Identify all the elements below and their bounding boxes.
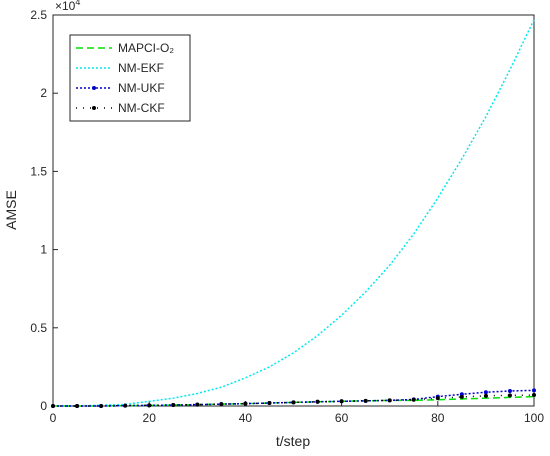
series-marker: [243, 401, 248, 406]
series-marker: [459, 394, 464, 399]
x-tick-label: 100: [524, 411, 544, 425]
series-marker: [99, 404, 104, 408]
legend-label: NM-CKF: [118, 101, 165, 115]
legend-label: MAPCI-O₂: [118, 41, 174, 55]
y-multiplier-base: ×10: [55, 0, 76, 13]
legend-label: NM-UKF: [118, 81, 165, 95]
x-tick-label: 60: [335, 411, 349, 425]
series-marker: [291, 400, 296, 405]
x-tick-label: 0: [50, 411, 57, 425]
y-tick-label: 2: [40, 86, 47, 100]
legend-label: NM-EKF: [118, 61, 164, 75]
series-marker: [507, 393, 512, 398]
series-marker: [51, 404, 55, 408]
series-marker: [219, 402, 224, 407]
x-axis-label: t/step: [276, 433, 310, 449]
series-marker: [363, 398, 368, 403]
series-marker: [147, 403, 152, 408]
series-marker: [532, 388, 536, 393]
series-marker: [507, 388, 512, 393]
series-marker: [339, 399, 344, 404]
series-marker: [267, 401, 272, 406]
y-axis-label: AMSE: [3, 190, 19, 230]
series-marker: [483, 390, 488, 395]
series-line: [53, 19, 535, 407]
y-tick-label: 0.5: [30, 321, 47, 335]
legend-box: [69, 34, 191, 122]
series-marker: [387, 398, 392, 403]
series-marker: [195, 402, 200, 407]
x-tick-label: 40: [239, 411, 253, 425]
series-marker: [483, 393, 488, 398]
x-tick-label: 20: [143, 411, 157, 425]
series-marker: [171, 403, 176, 408]
y-tick-label: 1.5: [30, 164, 47, 178]
y-tick-label: 2.5: [30, 8, 47, 22]
x-tick-label: 80: [431, 411, 445, 425]
legend-marker: [92, 106, 96, 110]
series-marker: [435, 396, 440, 401]
series-marker: [411, 397, 416, 402]
series-marker: [532, 393, 536, 398]
legend-marker: [92, 86, 96, 90]
series-marker: [315, 399, 320, 404]
y-tick-label: 0: [40, 399, 47, 413]
y-multiplier-power: 4: [75, 0, 80, 7]
series-marker: [75, 404, 80, 408]
series-marker: [123, 403, 128, 408]
y-tick-label: 1: [40, 243, 47, 257]
y-multiplier: ×104: [55, 0, 80, 13]
